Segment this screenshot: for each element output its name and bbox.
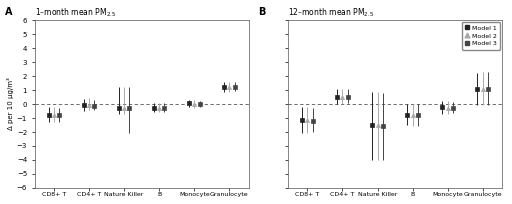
Text: A: A — [5, 7, 12, 17]
Text: B: B — [258, 7, 266, 17]
Text: 12–month mean PM$_{2.5}$: 12–month mean PM$_{2.5}$ — [288, 7, 374, 19]
Y-axis label: Δ per 10 μg/m³: Δ per 10 μg/m³ — [7, 78, 14, 131]
Legend: Model 1, Model 2, Model 3: Model 1, Model 2, Model 3 — [461, 22, 500, 50]
Text: 1–month mean PM$_{2.5}$: 1–month mean PM$_{2.5}$ — [35, 7, 116, 19]
